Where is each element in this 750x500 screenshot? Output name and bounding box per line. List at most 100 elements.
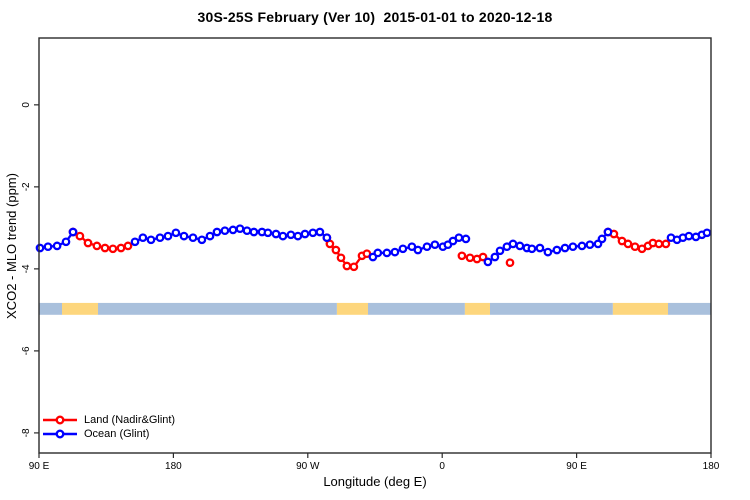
ocean-band-segment [489, 302, 613, 315]
data-point-marker [52, 241, 62, 251]
y-tick-label: -6 [21, 346, 32, 355]
data-point-marker [603, 227, 613, 237]
data-point-marker [457, 251, 467, 261]
data-point-marker [527, 244, 537, 254]
data-point-marker [61, 237, 71, 247]
data-point-marker [478, 252, 488, 262]
data-point-marker [130, 237, 140, 247]
land-band-segment [336, 302, 368, 315]
y-axis-label: XCO2 - MLO trend (ppm) [4, 173, 19, 319]
ocean-band-segment [367, 302, 465, 315]
data-point-marker [465, 253, 475, 263]
data-point-marker [382, 248, 392, 258]
x-axis-label: Longitude (deg E) [323, 474, 427, 489]
data-point-marker [179, 231, 189, 241]
data-point-marker [108, 244, 118, 254]
data-point-marker [212, 227, 222, 237]
data-point-marker [490, 252, 500, 262]
x-tick-label: 180 [703, 461, 720, 472]
data-point-marker [684, 231, 694, 241]
data-point-marker [483, 257, 493, 267]
data-point-marker [163, 231, 173, 241]
data-point-marker [373, 248, 383, 258]
legend-symbol-ocean-icon [43, 429, 77, 439]
data-point-marker [300, 229, 310, 239]
data-point-marker [398, 244, 408, 254]
data-point-marker [228, 225, 238, 235]
chart-title: 30S-25S February (Ver 10) 2015-01-01 to … [197, 9, 553, 25]
legend-label-ocean: Ocean (Glint) [84, 428, 150, 440]
data-point-marker [543, 247, 553, 257]
data-point-marker [35, 243, 45, 253]
data-point-marker [623, 239, 633, 249]
data-point-marker [577, 241, 587, 251]
data-point-marker [422, 242, 432, 252]
data-point-marker [390, 247, 400, 257]
x-tick-label: 180 [165, 461, 182, 472]
data-point-marker [454, 233, 464, 243]
data-point-marker [342, 261, 352, 271]
data-point-marker [308, 228, 318, 238]
data-point-marker [263, 228, 273, 238]
data-point-marker [413, 245, 423, 255]
data-point-marker [235, 224, 245, 234]
data-point-marker [92, 241, 102, 251]
data-point-marker [100, 243, 110, 253]
data-point-marker [336, 253, 346, 263]
x-tick-label: 0 [439, 461, 445, 472]
data-point-marker [293, 231, 303, 241]
data-point-marker [630, 242, 640, 252]
data-point-marker [597, 234, 607, 244]
ocean-band-segment [667, 302, 711, 315]
data-point-marker [654, 239, 664, 249]
data-point-marker [197, 235, 207, 245]
data-point-marker [75, 231, 85, 241]
ocean-band-segment [97, 302, 337, 315]
data-point-marker [171, 228, 181, 238]
ocean-band-segment [39, 302, 62, 315]
data-point-marker [116, 243, 126, 253]
data-point-marker [552, 245, 562, 255]
data-point-marker [349, 262, 359, 272]
land-band-segment [464, 302, 490, 315]
y-tick-label: -2 [21, 182, 32, 191]
data-point-marker [68, 227, 78, 237]
y-tick-label: -4 [21, 264, 32, 273]
data-point-marker [278, 231, 288, 241]
data-point-marker [702, 228, 712, 238]
data-point-marker [220, 226, 230, 236]
data-point-marker [43, 242, 53, 252]
plot-frame [38, 37, 712, 454]
data-point-marker [585, 240, 595, 250]
data-point-marker [286, 230, 296, 240]
x-tick-label: 90 W [296, 461, 320, 472]
data-point-marker [138, 233, 148, 243]
data-point-marker [146, 235, 156, 245]
data-point-marker [515, 241, 525, 251]
data-point-marker [315, 227, 325, 237]
data-point-marker [568, 242, 578, 252]
legend-label-land: Land (Nadir&Glint) [84, 414, 176, 426]
land-band-segment [612, 302, 668, 315]
x-tick-label: 90 E [29, 461, 50, 472]
data-point-marker [322, 233, 332, 243]
legend: Land (Nadir&Glint) Ocean (Glint) [42, 413, 175, 441]
data-point-marker [271, 229, 281, 239]
data-point-marker [331, 245, 341, 255]
data-point-marker [249, 227, 259, 237]
legend-symbol-land-icon [43, 415, 77, 425]
data-point-marker [505, 258, 515, 268]
data-point-marker [661, 239, 671, 249]
y-tick-label: -8 [21, 428, 32, 437]
data-point-marker [560, 243, 570, 253]
legend-item-ocean: Ocean (Glint) [42, 427, 175, 441]
data-point-marker [242, 226, 252, 236]
land-band-segment [61, 302, 98, 315]
legend-item-land: Land (Nadir&Glint) [42, 413, 175, 427]
data-point-marker [188, 233, 198, 243]
data-point-marker [155, 233, 165, 243]
data-point-marker [205, 231, 215, 241]
data-point-marker [83, 238, 93, 248]
x-tick-label: 90 E [566, 461, 587, 472]
